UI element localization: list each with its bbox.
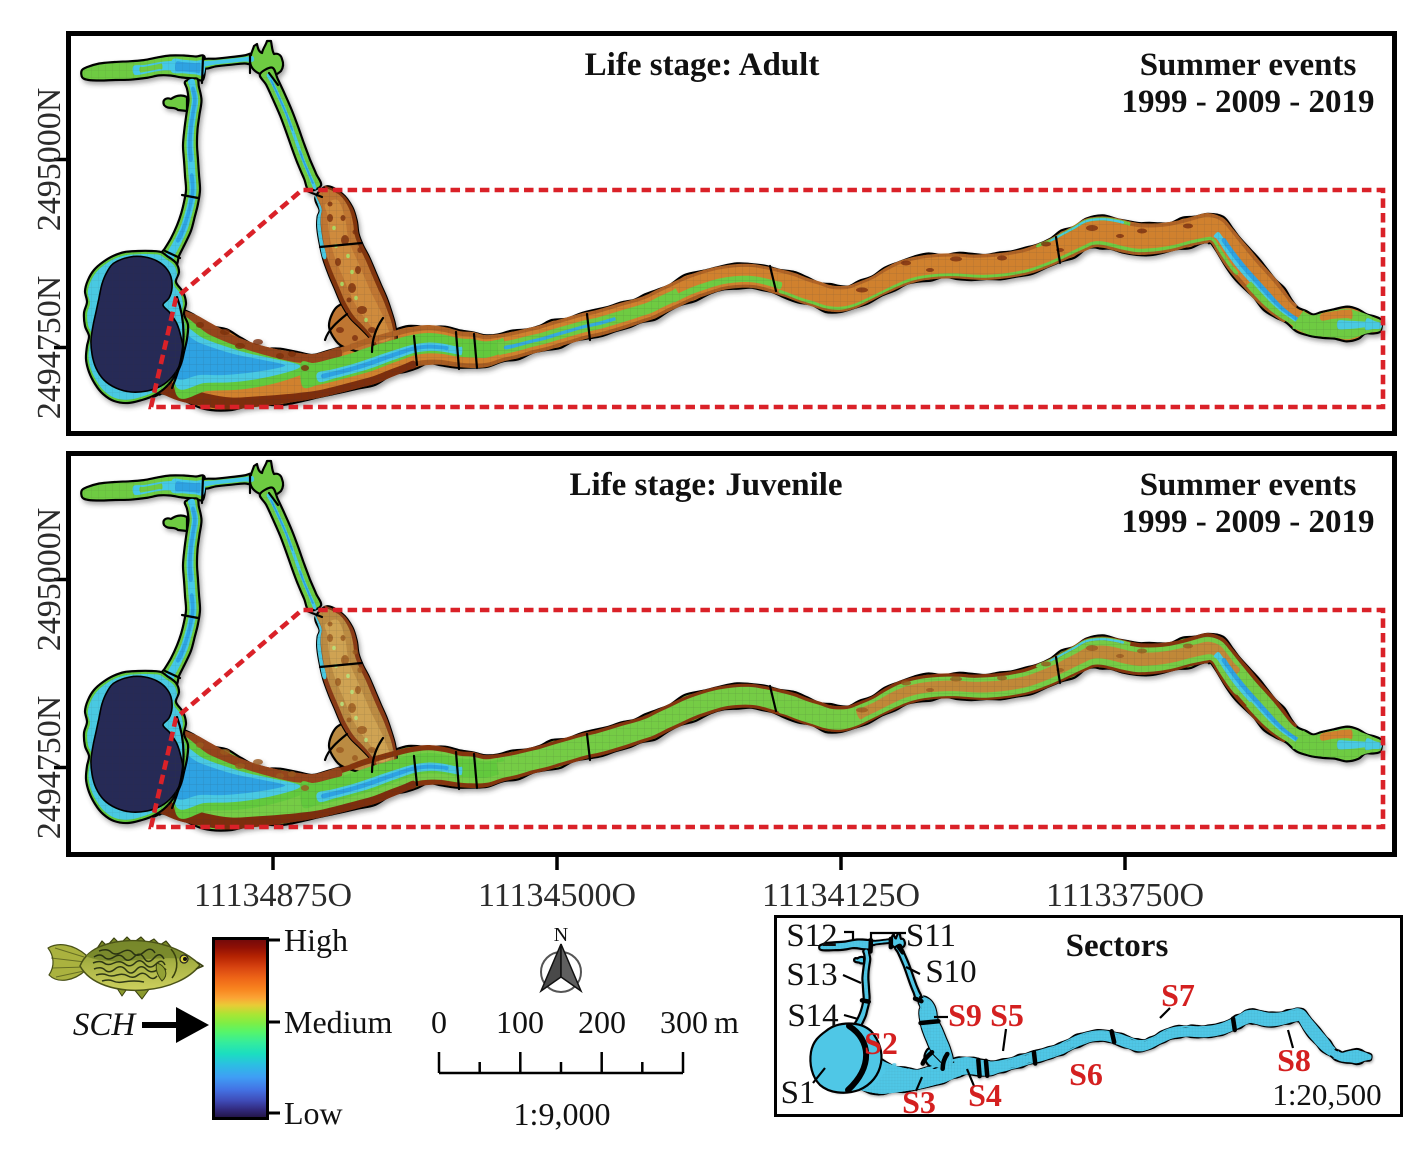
svg-text:11134875O: 11134875O (194, 877, 352, 914)
svg-text:S13: S13 (786, 957, 837, 993)
svg-text:S11: S11 (906, 918, 956, 954)
svg-text:S5: S5 (990, 997, 1024, 1033)
svg-text:200: 200 (578, 1004, 626, 1040)
svg-text:1999 - 2009 - 2019: 1999 - 2009 - 2019 (1122, 504, 1375, 540)
svg-text:100: 100 (496, 1004, 544, 1040)
svg-text:S3: S3 (902, 1084, 936, 1120)
svg-text:0: 0 (431, 1004, 447, 1040)
svg-text:High: High (284, 922, 348, 958)
svg-text:1:20,500: 1:20,500 (1272, 1077, 1381, 1112)
svg-text:S6: S6 (1069, 1056, 1103, 1092)
svg-text:S1: S1 (781, 1075, 816, 1111)
svg-text:m: m (714, 1004, 739, 1040)
svg-text:Summer events: Summer events (1140, 467, 1357, 503)
svg-text:S8: S8 (1277, 1042, 1311, 1078)
svg-text:2495000N: 2495000N (31, 88, 68, 232)
svg-text:1:9,000: 1:9,000 (514, 1096, 611, 1132)
svg-text:S10: S10 (925, 954, 976, 990)
svg-text:300: 300 (660, 1004, 708, 1040)
svg-text:11134125O: 11134125O (762, 877, 920, 914)
svg-text:2495000N: 2495000N (31, 508, 68, 652)
svg-text:1999 - 2009 - 2019: 1999 - 2009 - 2019 (1122, 84, 1375, 120)
svg-text:11133750O: 11133750O (1046, 877, 1204, 914)
svg-text:S7: S7 (1161, 977, 1195, 1013)
svg-text:S12: S12 (786, 918, 837, 954)
svg-text:2494750N: 2494750N (31, 276, 68, 420)
svg-text:Life stage: Juvenile: Life stage: Juvenile (569, 467, 842, 503)
svg-text:SCH: SCH (73, 1007, 138, 1043)
svg-text:S4: S4 (968, 1077, 1002, 1113)
svg-text:Summer events: Summer events (1140, 47, 1357, 83)
svg-text:S2: S2 (864, 1025, 898, 1061)
svg-text:11134500O: 11134500O (478, 877, 636, 914)
svg-text:Low: Low (284, 1095, 343, 1131)
svg-text:Sectors: Sectors (1066, 928, 1169, 964)
svg-text:Medium: Medium (284, 1004, 393, 1040)
svg-text:S9: S9 (948, 997, 982, 1033)
svg-text:Life stage: Adult: Life stage: Adult (585, 47, 820, 83)
svg-text:N: N (554, 924, 568, 946)
svg-text:2494750N: 2494750N (31, 696, 68, 840)
svg-text:S14: S14 (787, 998, 838, 1034)
